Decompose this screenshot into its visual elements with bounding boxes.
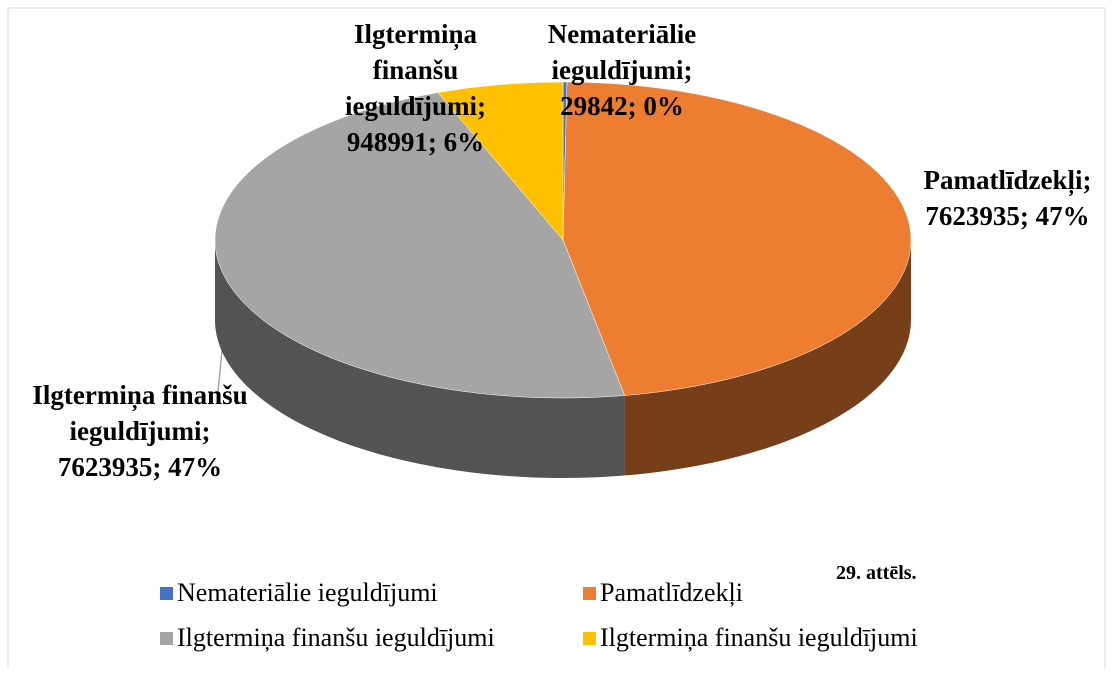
data-label: Nemateriālie ieguldījumi; 29842; 0% <box>547 19 697 121</box>
legend-item: Pamatlīdzekļi <box>583 578 743 608</box>
legend-label: Ilgtermiņa finanšu ieguldījumi <box>177 623 495 652</box>
chart-border <box>7 7 1106 668</box>
slice-side <box>624 240 911 476</box>
legend-label: Pamatlīdzekļi <box>600 578 743 607</box>
slice <box>214 92 625 399</box>
data-label: Ilgtermiņa finanšu ieguldījumi; 7623935;… <box>32 380 248 482</box>
legend-item: Nemateriālie ieguldījumi <box>160 578 438 608</box>
legend-swatch <box>160 586 173 600</box>
legend-swatch <box>583 631 596 645</box>
data-label: Ilgtermiņa finanšu ieguldījumi; 948991; … <box>344 19 486 157</box>
legend-item: Ilgtermiņa finanšu ieguldījumi <box>160 623 495 653</box>
legend-label: Ilgtermiņa finanšu ieguldījumi <box>600 623 918 652</box>
caption: 29. attēls. <box>836 562 917 584</box>
legend-item: Ilgtermiņa finanšu ieguldījumi <box>583 623 918 653</box>
legend-swatch <box>160 631 173 645</box>
data-label: Pamatlīdzekļi; 7623935; 47% <box>923 165 1092 231</box>
slice <box>437 81 564 241</box>
slice-side <box>215 240 625 479</box>
legend-swatch <box>583 586 596 600</box>
legend-label: Nemateriālie ieguldījumi <box>177 578 438 607</box>
slice <box>562 81 912 396</box>
